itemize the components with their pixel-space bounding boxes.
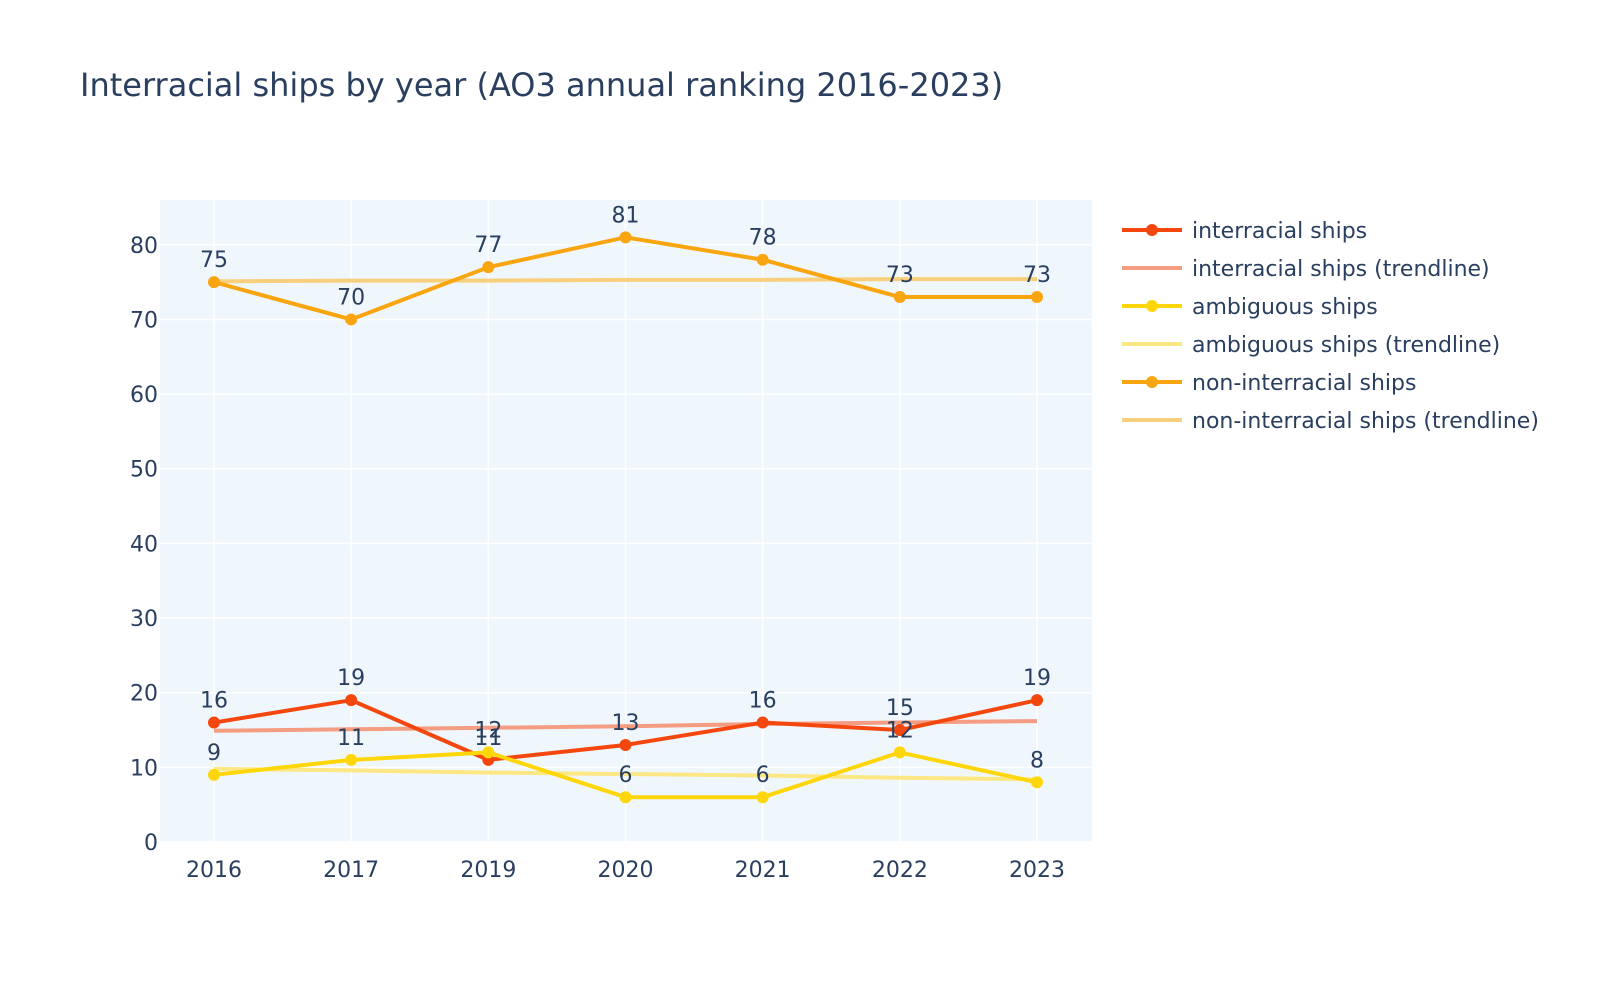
legend-item-interracial-ships-trendline-[interactable]: interracial ships (trendline) <box>1122 257 1490 282</box>
y-tick-label: 30 <box>130 607 158 632</box>
legend-label: non-interracial ships <box>1192 371 1416 396</box>
data-point-interracial-ships[interactable] <box>1031 694 1043 707</box>
legend-item-non-interracial-ships-trendline-[interactable]: non-interracial ships (trendline) <box>1122 409 1539 434</box>
legend-item-ambiguous-ships-trendline-[interactable]: ambiguous ships (trendline) <box>1122 333 1500 358</box>
y-tick-label: 20 <box>130 682 158 707</box>
data-point-ambiguous-ships[interactable] <box>893 746 906 759</box>
data-label-ambiguous-ships: 6 <box>619 763 633 788</box>
y-tick-label: 40 <box>130 532 158 557</box>
data-point-ambiguous-ships[interactable] <box>619 791 632 804</box>
data-point-non-interracial-ships[interactable] <box>619 231 632 244</box>
data-label-interracial-ships: 13 <box>612 711 640 736</box>
y-tick-label: 80 <box>130 234 158 259</box>
series-line-interracial-ships-trendline- <box>213 719 1038 733</box>
legend-label: ambiguous ships (trendline) <box>1192 333 1500 358</box>
legend-label: interracial ships (trendline) <box>1192 257 1490 282</box>
data-point-interracial-ships[interactable] <box>208 716 220 729</box>
y-tick-label: 50 <box>130 458 158 483</box>
data-label-interracial-ships: 19 <box>1023 666 1051 691</box>
data-point-interracial-ships[interactable] <box>619 738 632 751</box>
series-line-non-interracial-ships-trendline- <box>213 277 1037 284</box>
x-tick-label: 2023 <box>1009 858 1065 883</box>
legend-marker <box>1146 376 1158 388</box>
chart-title: Interracial ships by year (AO3 annual ra… <box>80 66 1004 104</box>
data-label-non-interracial-ships: 78 <box>749 226 777 251</box>
data-point-ambiguous-ships[interactable] <box>756 791 769 804</box>
legend-item-ambiguous-ships[interactable]: ambiguous ships <box>1122 295 1378 320</box>
legend-label: interracial ships <box>1192 219 1367 244</box>
data-label-interracial-ships: 16 <box>749 689 777 714</box>
x-tick-label: 2019 <box>460 858 516 883</box>
axis-ticks: 0 10 20 30 40 50 60 70 80 2016 2017 2019 2020 2021 202… <box>130 234 1065 883</box>
data-label-non-interracial-ships: 70 <box>337 285 365 310</box>
data-point-ambiguous-ships[interactable] <box>482 746 495 759</box>
data-label-ambiguous-ships: 11 <box>337 726 365 751</box>
data-point-non-interracial-ships[interactable] <box>893 291 906 304</box>
legend-marker <box>1146 224 1158 236</box>
data-point-ambiguous-ships[interactable] <box>208 768 220 781</box>
data-label-non-interracial-ships: 73 <box>886 263 914 288</box>
data-point-ambiguous-ships[interactable] <box>1031 776 1043 789</box>
gridlines <box>160 200 1092 843</box>
data-label-non-interracial-ships: 81 <box>612 203 640 228</box>
data-label-non-interracial-ships: 73 <box>1023 263 1051 288</box>
data-point-interracial-ships[interactable] <box>345 694 358 707</box>
data-label-ambiguous-ships: 6 <box>756 763 770 788</box>
data-point-non-interracial-ships[interactable] <box>482 261 495 274</box>
legend-label: ambiguous ships <box>1192 295 1378 320</box>
y-tick-label: 70 <box>130 308 158 333</box>
data-label-ambiguous-ships: 12 <box>474 718 502 743</box>
series-lines <box>208 231 1043 804</box>
series-line-ambiguous-ships-trendline- <box>213 766 1038 782</box>
x-tick-label: 2016 <box>186 858 242 883</box>
data-point-interracial-ships[interactable] <box>756 716 769 729</box>
data-point-interracial-ships[interactable] <box>893 724 906 737</box>
legend-item-interracial-ships[interactable]: interracial ships <box>1122 219 1367 244</box>
x-tick-label: 2022 <box>872 858 928 883</box>
data-label-non-interracial-ships: 75 <box>200 248 228 273</box>
data-label-interracial-ships: 16 <box>200 689 228 714</box>
y-tick-label: 0 <box>144 831 158 856</box>
data-label-ambiguous-ships: 9 <box>207 741 221 766</box>
data-label-interracial-ships: 15 <box>886 696 914 721</box>
data-point-non-interracial-ships[interactable] <box>208 276 220 289</box>
x-tick-label: 2017 <box>323 858 379 883</box>
legend-label: non-interracial ships (trendline) <box>1192 409 1539 434</box>
legend[interactable]: interracial ships interracial ships (tren… <box>1122 219 1539 434</box>
data-label-interracial-ships: 19 <box>337 666 365 691</box>
y-tick-label: 60 <box>130 383 158 408</box>
data-label-ambiguous-ships: 8 <box>1030 748 1044 773</box>
data-point-ambiguous-ships[interactable] <box>345 753 358 766</box>
data-label-non-interracial-ships: 77 <box>474 233 502 258</box>
data-label-ambiguous-ships: 12 <box>886 718 914 743</box>
data-point-non-interracial-ships[interactable] <box>756 253 769 266</box>
data-point-non-interracial-ships[interactable] <box>1031 291 1043 304</box>
x-tick-label: 2021 <box>735 858 791 883</box>
x-tick-label: 2020 <box>598 858 654 883</box>
y-tick-label: 10 <box>130 756 158 781</box>
legend-item-non-interracial-ships[interactable]: non-interracial ships <box>1122 371 1416 396</box>
legend-marker <box>1146 300 1158 312</box>
data-label-interracial-ships: 11 <box>474 726 502 751</box>
data-point-non-interracial-ships[interactable] <box>345 313 358 326</box>
